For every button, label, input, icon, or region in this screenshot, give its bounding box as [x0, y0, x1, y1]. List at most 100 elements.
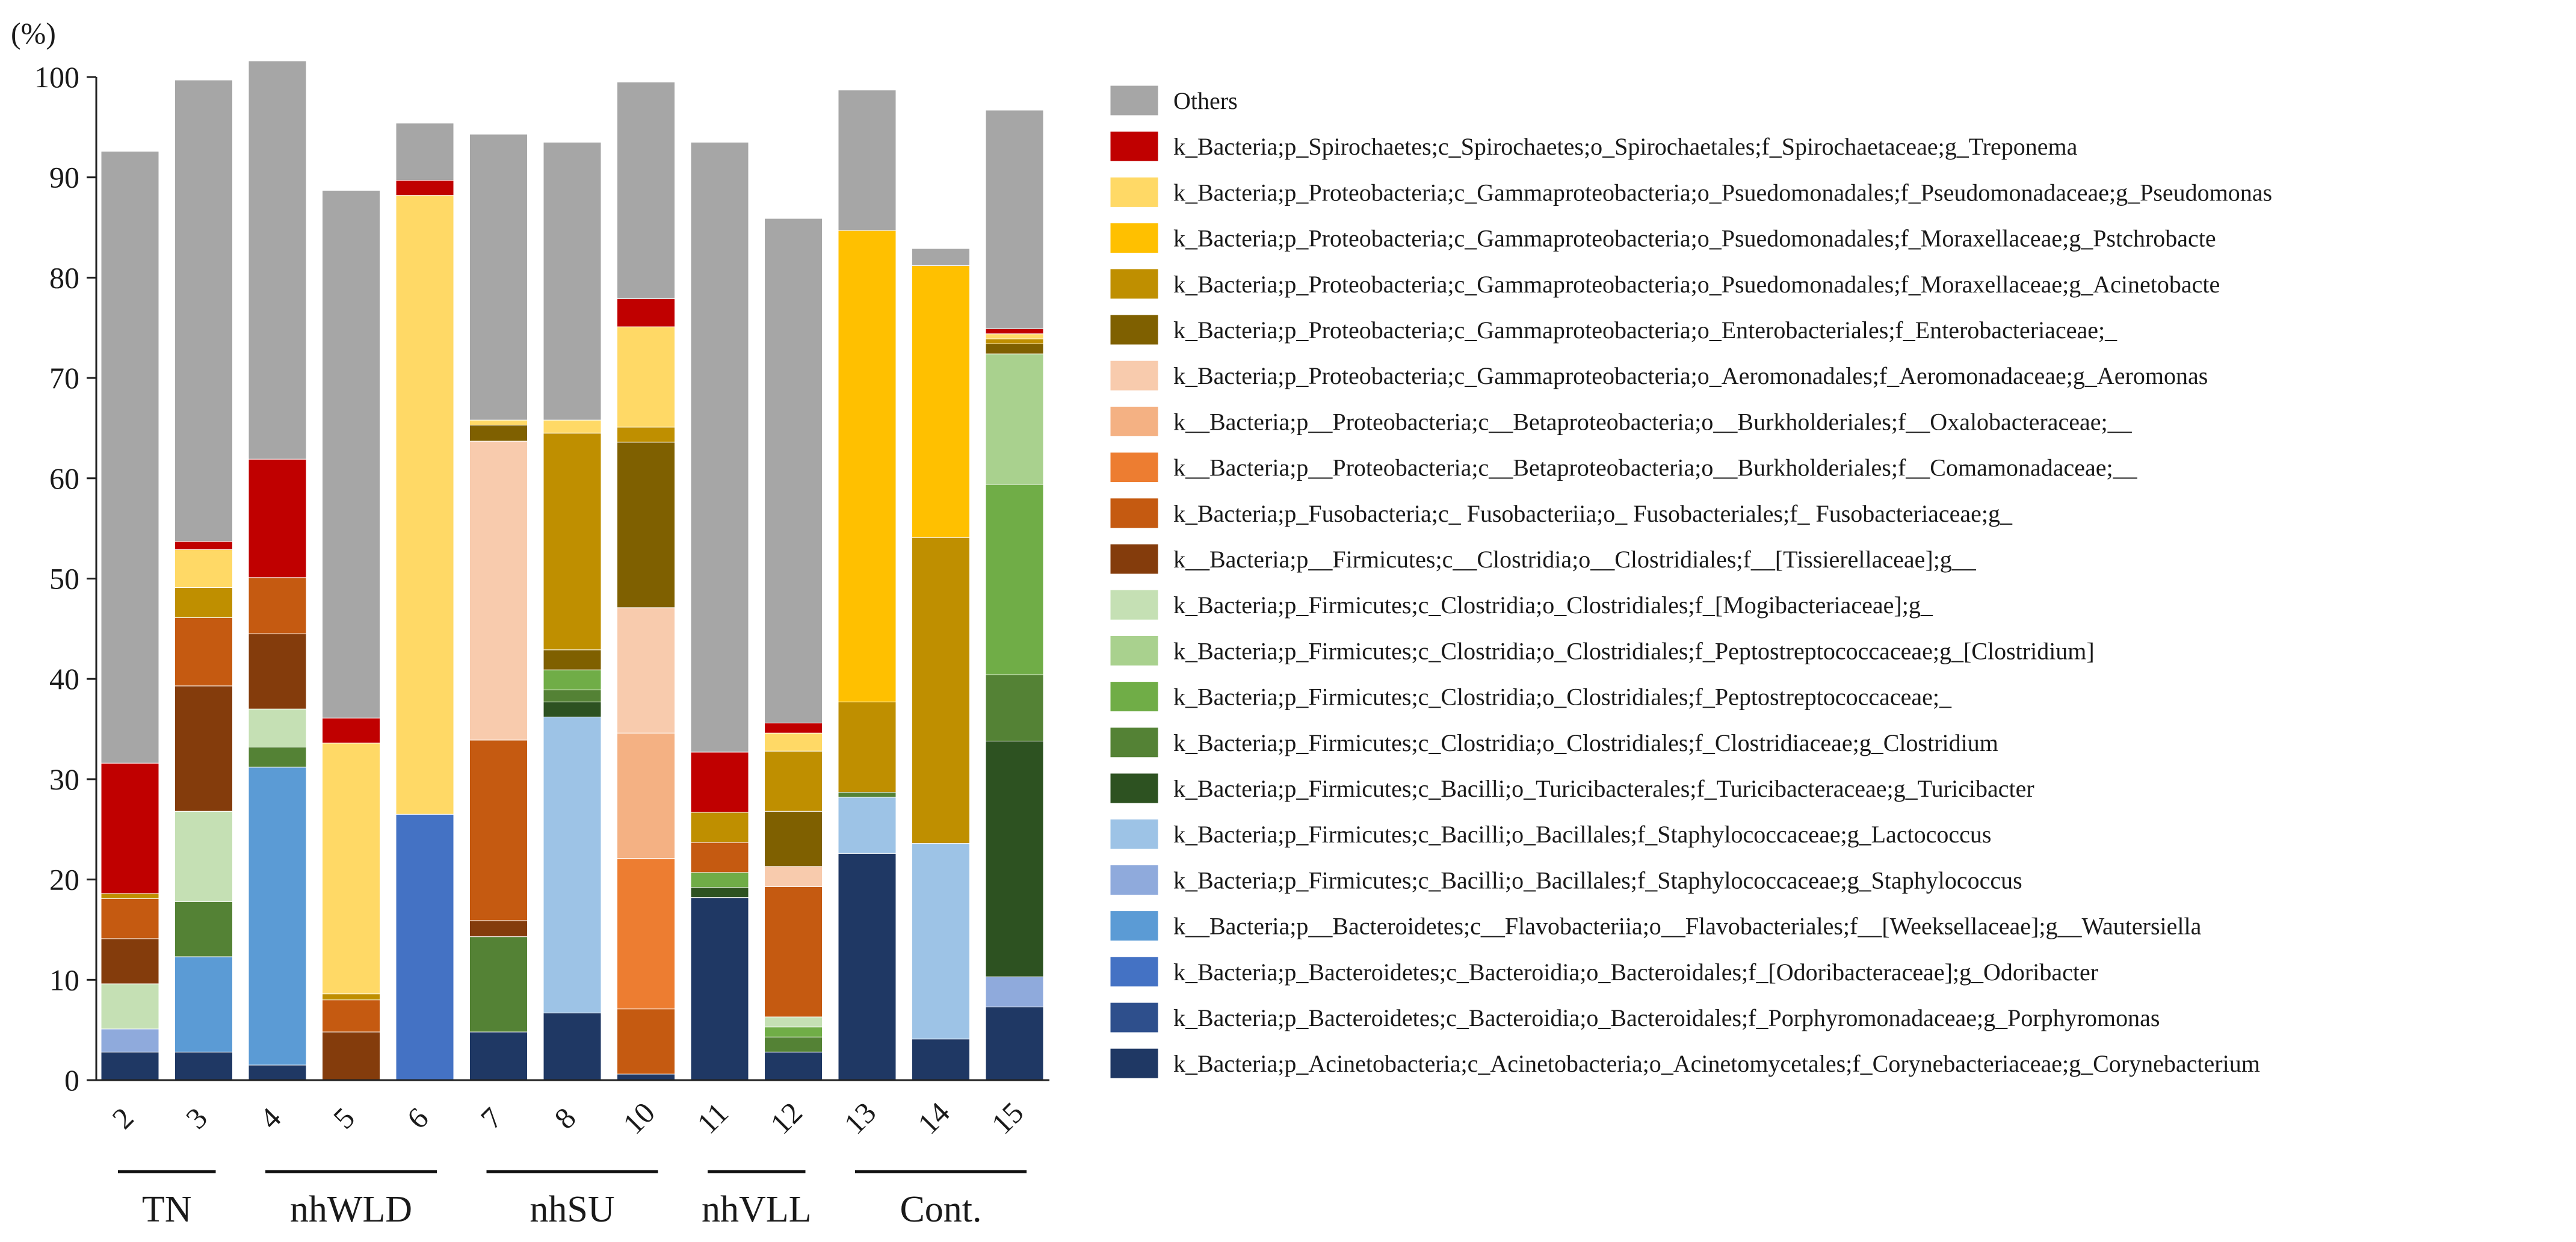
- legend-swatch: [1110, 223, 1159, 254]
- bar-segment: [100, 1051, 159, 1081]
- bar-segment: [985, 343, 1044, 354]
- bar-segment: [395, 123, 454, 181]
- bar-segment: [175, 685, 233, 812]
- bar-segment: [985, 338, 1044, 344]
- bar-segment: [469, 920, 528, 938]
- legend-label: k_Bacteria;p_Spirochaetes;c_Spirochaetes…: [1173, 133, 2078, 160]
- bar-segment: [764, 811, 823, 867]
- bar-segment: [764, 218, 823, 724]
- legend-swatch: [1110, 773, 1159, 804]
- legend-label: k__Bacteria;p__Bacteroidetes;c__Flavobac…: [1173, 913, 2202, 940]
- legend-label: k__Bacteria;p__Proteobacteria;c__Betapro…: [1173, 454, 2138, 481]
- bar-segment: [985, 675, 1044, 742]
- bar-segment: [469, 1031, 528, 1081]
- legend-label: k_Bacteria;p_Firmicutes;c_Bacilli;o_Turi…: [1173, 775, 2034, 802]
- legend-swatch: [1110, 360, 1159, 391]
- bar-segment: [248, 60, 307, 460]
- bar-segment: [175, 811, 233, 902]
- bar-segment: [912, 843, 970, 1040]
- bar-segment: [764, 1051, 823, 1081]
- bar-segment: [617, 427, 675, 443]
- bar-segment: [690, 842, 749, 873]
- bar-segment: [175, 617, 233, 687]
- bar-segment: [100, 938, 159, 984]
- bar-segment: [100, 150, 159, 764]
- group-label: nhSU: [530, 1189, 614, 1230]
- bar-segment: [322, 999, 380, 1033]
- legend-label: k_Bacteria;p_Firmicutes;c_Bacilli;o_Baci…: [1173, 867, 2022, 894]
- bar-segment: [175, 541, 233, 550]
- bar-segment: [248, 747, 307, 768]
- bar-segment: [985, 1006, 1044, 1081]
- bar-segment: [395, 195, 454, 815]
- bar-segment: [617, 1009, 675, 1075]
- bar-segment: [912, 537, 970, 844]
- bar-segment: [248, 459, 307, 578]
- bar-segment: [912, 1039, 970, 1081]
- legend-swatch: [1110, 1002, 1159, 1033]
- bar-segment: [690, 872, 749, 888]
- bar-segment: [543, 433, 602, 650]
- bar-segment: [985, 976, 1044, 1007]
- bar-segment: [690, 141, 749, 753]
- bar-segment: [100, 898, 159, 939]
- bar-segment: [469, 936, 528, 1033]
- bar-segment: [985, 741, 1044, 977]
- legend-swatch: [1110, 176, 1159, 208]
- legend-label: k_Bacteria;p_Bacteroidetes;c_Bacteroidia…: [1173, 1004, 2160, 1031]
- bar-segment: [248, 708, 307, 748]
- bar-segment: [543, 717, 602, 1013]
- legend-label: k_Bacteria;p_Proteobacteria;c_Gammaprote…: [1173, 225, 2216, 252]
- bar-segment: [248, 1064, 307, 1081]
- bar-segment: [175, 549, 233, 589]
- y-tick-label: 0: [64, 1063, 79, 1097]
- bar-segment: [175, 587, 233, 619]
- bar-segment: [543, 702, 602, 718]
- bar-segment: [912, 248, 970, 266]
- legend-label: k_Bacteria;p_Firmicutes;c_Clostridia;o_C…: [1173, 729, 1998, 756]
- legend-label: k_Bacteria;p_Fusobacteria;c_ Fusobacteri…: [1173, 500, 2013, 527]
- legend-label: k__Bacteria;p__Proteobacteria;c__Betapro…: [1173, 408, 2133, 435]
- legend-label: k_Bacteria;p_Firmicutes;c_Clostridia;o_C…: [1173, 637, 2095, 664]
- group-label: Cont.: [900, 1189, 981, 1230]
- y-tick-label: 60: [49, 462, 79, 495]
- y-axis-unit-label: (%): [11, 16, 56, 50]
- bar-segment: [617, 326, 675, 428]
- bar-segment: [764, 866, 823, 887]
- bar-segment: [985, 333, 1044, 339]
- bar-segment: [543, 649, 602, 670]
- bar-segment: [175, 956, 233, 1052]
- y-tick-label: 70: [49, 361, 79, 395]
- bar-segment: [175, 901, 233, 957]
- group-label: TN: [142, 1189, 192, 1230]
- bar-segment: [322, 993, 380, 1001]
- bar-segment: [985, 110, 1044, 329]
- legend-swatch: [1110, 131, 1159, 162]
- legend-label: k_Bacteria;p_Proteobacteria;c_Gammaprote…: [1173, 317, 2117, 344]
- legend-swatch: [1110, 818, 1159, 850]
- bar-segment: [690, 897, 749, 1081]
- y-tick-label: 30: [49, 762, 79, 796]
- group-label: nhVLL: [702, 1189, 812, 1230]
- bar-segment: [100, 762, 159, 894]
- bar-segment: [617, 858, 675, 1010]
- legend-swatch: [1110, 589, 1159, 620]
- y-tick-label: 40: [49, 662, 79, 696]
- bar-segment: [764, 1027, 823, 1037]
- bar-segment: [838, 702, 897, 793]
- group-label: nhWLD: [290, 1189, 412, 1230]
- bar-segment: [690, 752, 749, 813]
- y-tick-label: 90: [49, 161, 79, 194]
- bar-segment: [838, 797, 897, 854]
- bar-segment: [395, 180, 454, 196]
- legend-swatch: [1110, 956, 1159, 987]
- bar-segment: [469, 424, 528, 442]
- legend-swatch: [1110, 406, 1159, 437]
- bar-segment: [322, 190, 380, 718]
- bar-segment: [322, 1031, 380, 1081]
- legend-swatch: [1110, 543, 1159, 575]
- legend-swatch: [1110, 314, 1159, 345]
- bar-segment: [764, 750, 823, 812]
- bar-segment: [838, 792, 897, 798]
